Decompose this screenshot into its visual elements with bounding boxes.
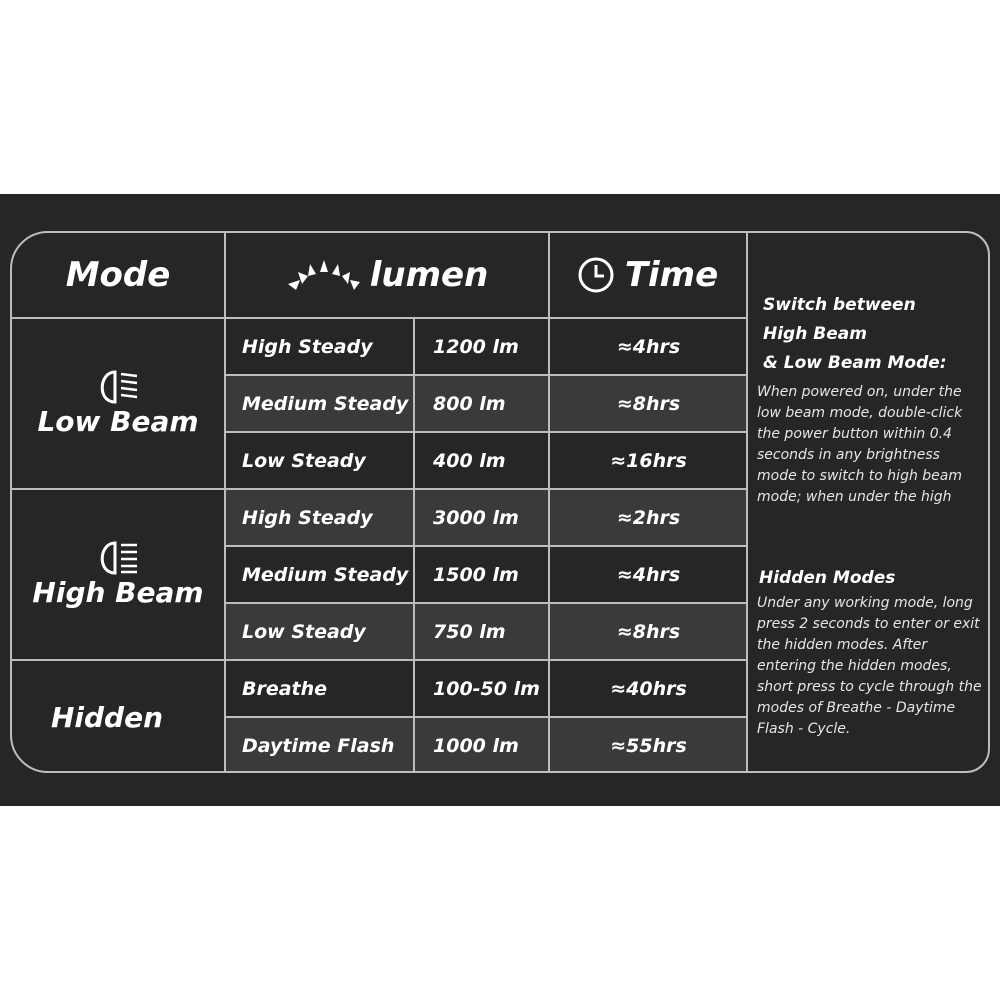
cell-name: Low Steady bbox=[242, 620, 366, 643]
notes-panel: Switch between High Beam & Low Beam Mode… bbox=[747, 233, 988, 771]
cell-lumen: 1500 lm bbox=[433, 563, 519, 586]
cell-name: Medium Steady bbox=[242, 563, 409, 586]
row-shade bbox=[226, 603, 747, 660]
divider bbox=[224, 233, 226, 771]
divider bbox=[12, 659, 746, 661]
clock-icon bbox=[578, 257, 614, 293]
row-shade bbox=[226, 375, 747, 432]
switch-title: & Low Beam Mode: bbox=[763, 353, 947, 373]
high-beam-headlight-icon bbox=[100, 541, 137, 575]
cell-lumen: 100-50 lm bbox=[433, 677, 540, 700]
sunrise-icon bbox=[287, 260, 360, 290]
switch-title: Switch between bbox=[763, 295, 916, 315]
cell-lumen: 800 lm bbox=[433, 392, 506, 415]
hidden-body: Under any working mode, long press 2 sec… bbox=[757, 595, 982, 737]
cell-lumen: 3000 lm bbox=[433, 506, 519, 529]
cell-time: ≈2hrs bbox=[616, 506, 681, 529]
low-beam-headlight-icon bbox=[100, 370, 138, 404]
group-low-beam: Low Beam bbox=[12, 319, 224, 488]
cell-time: ≈4hrs bbox=[616, 335, 681, 358]
header-time: Time bbox=[550, 233, 745, 317]
group-high-beam: High Beam bbox=[12, 490, 224, 659]
cell-time: ≈8hrs bbox=[616, 392, 681, 415]
switch-body: When powered on, under the low beam mode… bbox=[757, 384, 963, 505]
row-shade bbox=[226, 717, 747, 771]
divider bbox=[226, 716, 747, 718]
divider bbox=[226, 374, 747, 376]
cell-time: ≈40hrs bbox=[610, 677, 687, 700]
cell-name: Breathe bbox=[242, 677, 328, 700]
cell-time: ≈55hrs bbox=[610, 734, 687, 757]
cell-name: Low Steady bbox=[242, 449, 366, 472]
divider bbox=[548, 233, 550, 771]
hidden-title: Hidden Modes bbox=[759, 568, 896, 588]
row-shade bbox=[226, 489, 747, 546]
header-lumen: lumen bbox=[226, 233, 548, 317]
cell-time: ≈16hrs bbox=[610, 449, 687, 472]
cell-time: ≈4hrs bbox=[616, 563, 681, 586]
header-mode: Mode bbox=[65, 255, 171, 295]
group-hidden: Hidden bbox=[50, 700, 164, 734]
cell-name: Medium Steady bbox=[242, 392, 409, 415]
cell-lumen: 750 lm bbox=[433, 620, 506, 643]
divider bbox=[746, 233, 748, 771]
cell-name: High Steady bbox=[242, 506, 373, 529]
cell-lumen: 400 lm bbox=[433, 449, 506, 472]
divider bbox=[226, 431, 747, 433]
divider bbox=[226, 602, 747, 604]
divider bbox=[12, 488, 746, 490]
cell-time: ≈8hrs bbox=[616, 620, 681, 643]
divider bbox=[413, 318, 415, 771]
cell-name: Daytime Flash bbox=[242, 734, 395, 757]
cell-lumen: 1000 lm bbox=[433, 734, 519, 757]
mode-table: Mode lumen Time Low Beam High Beam Hidde… bbox=[10, 231, 990, 773]
divider bbox=[12, 317, 746, 319]
switch-title: High Beam bbox=[763, 324, 867, 344]
divider bbox=[226, 545, 747, 547]
cell-lumen: 1200 lm bbox=[433, 335, 519, 358]
cell-name: High Steady bbox=[242, 335, 373, 358]
